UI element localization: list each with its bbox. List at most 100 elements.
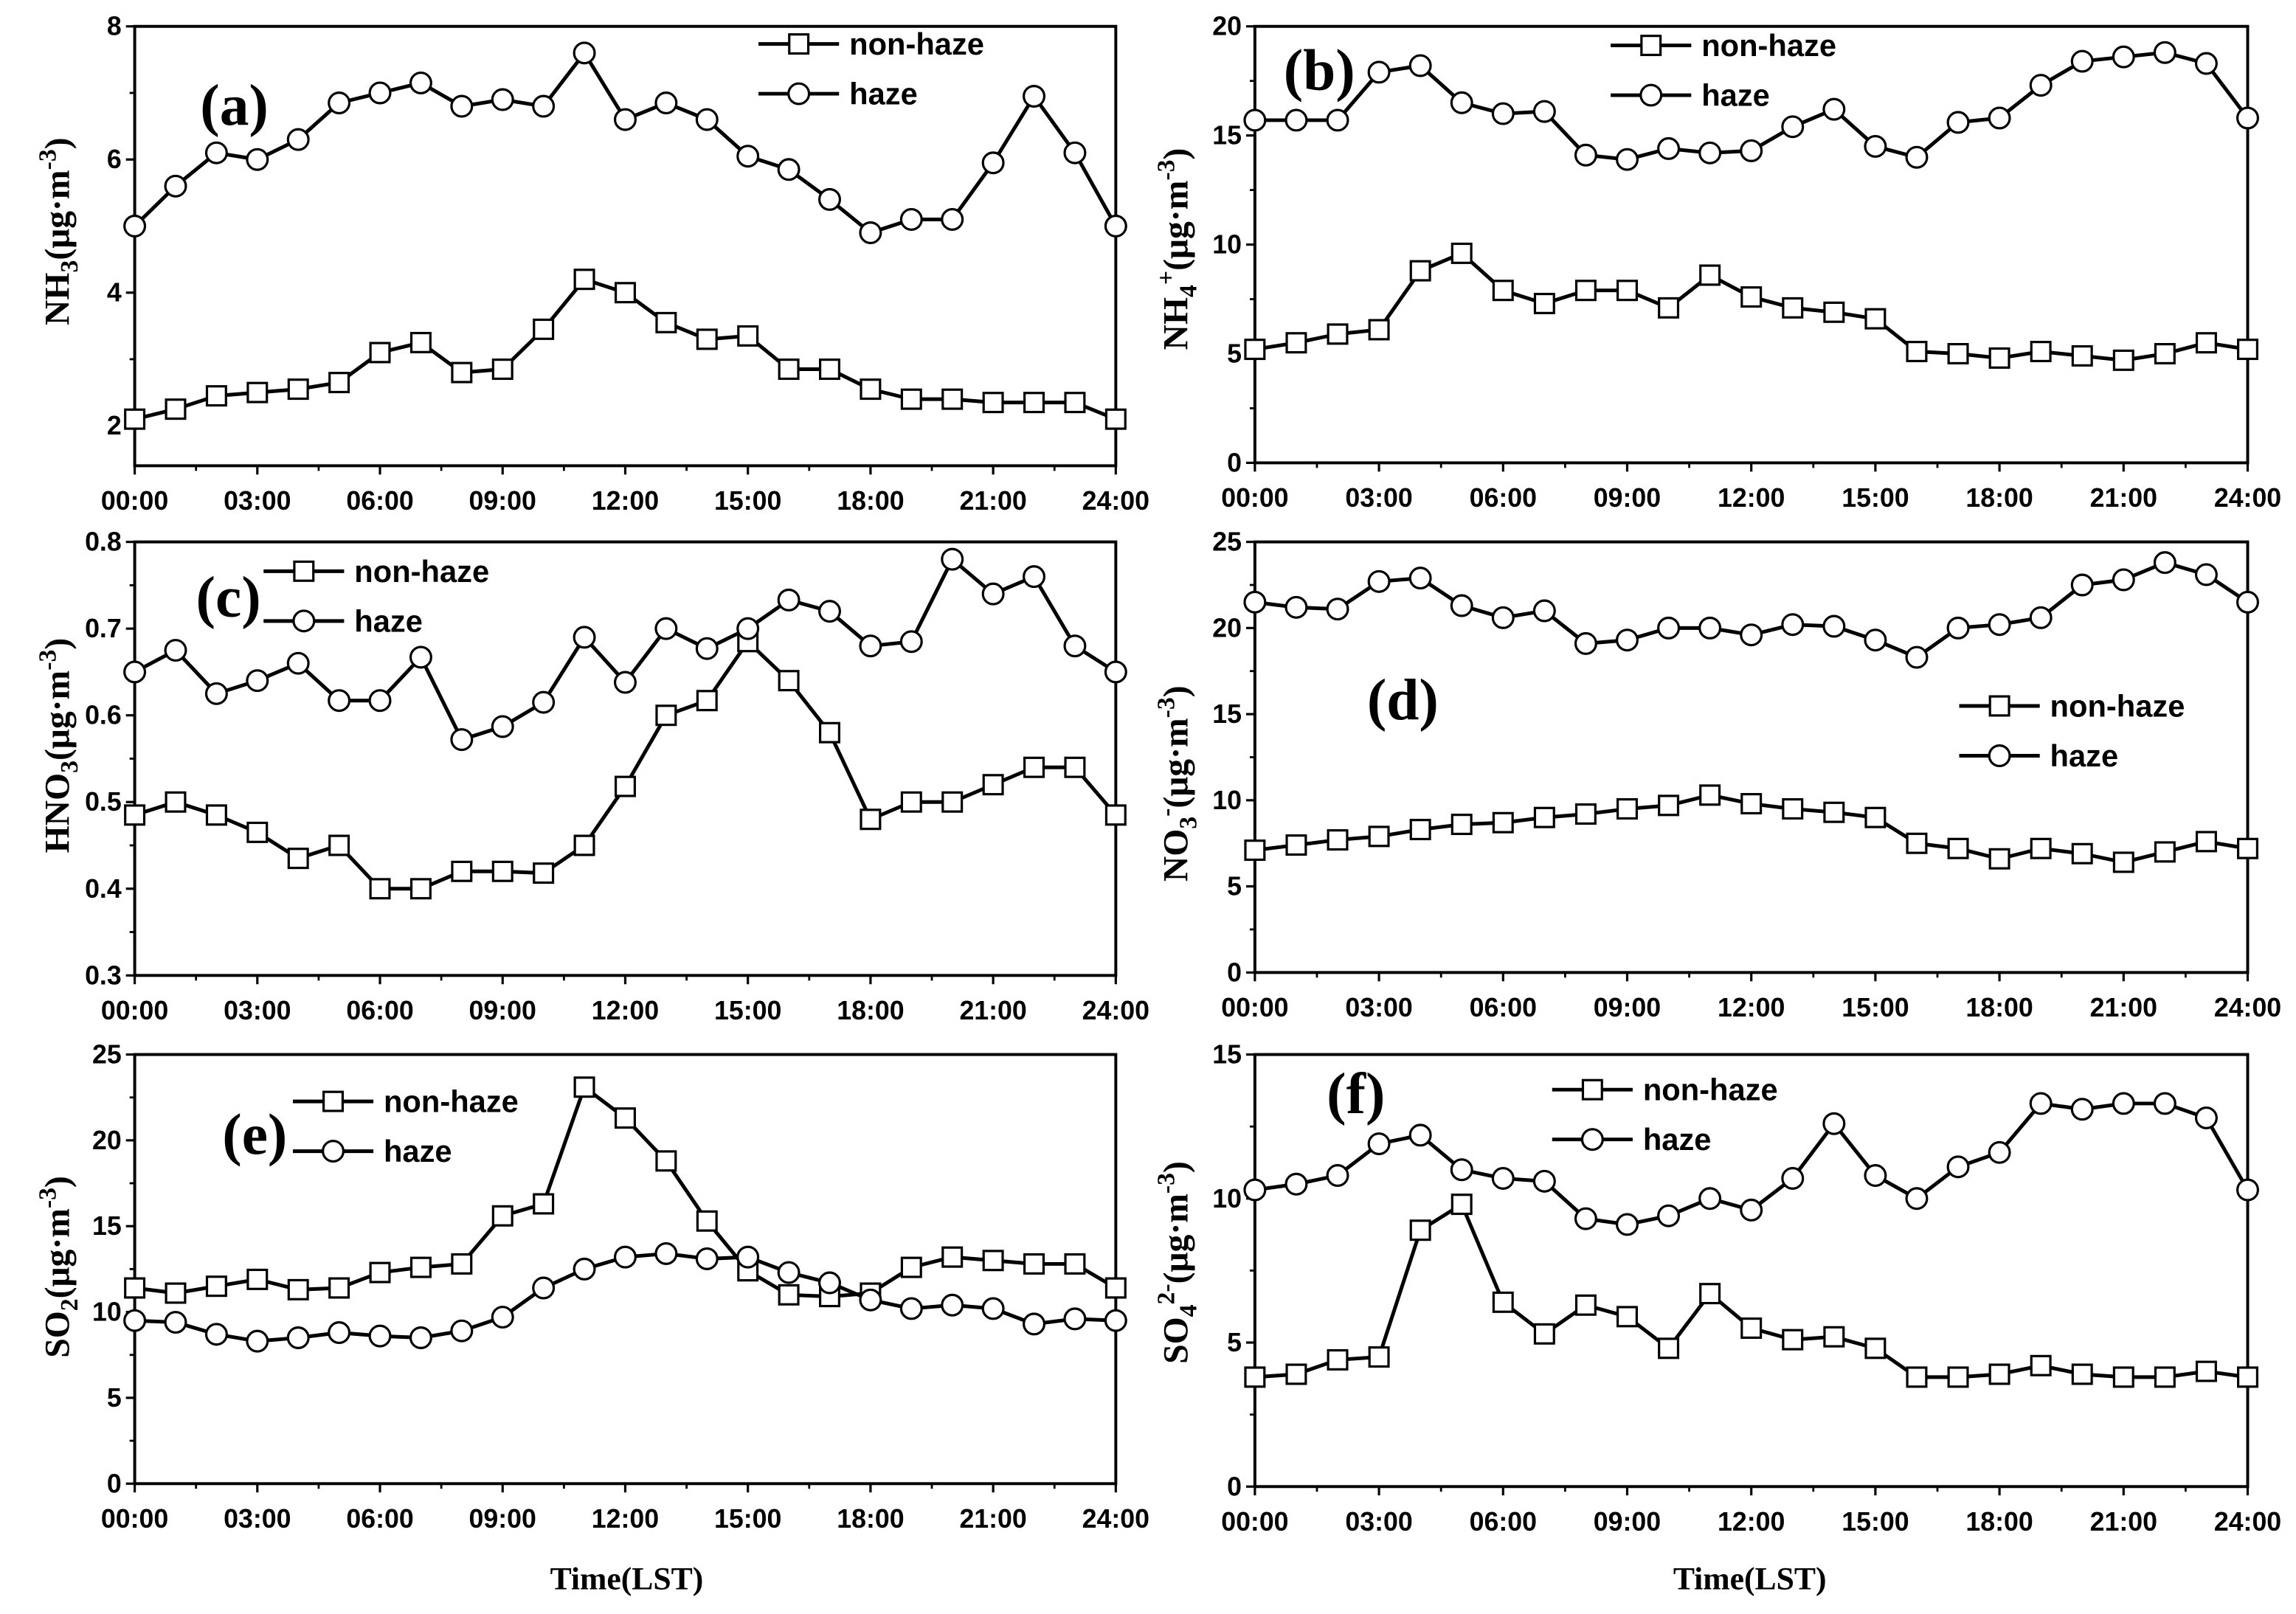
y-title-text: (μg·m	[1158, 181, 1196, 271]
non-haze-point	[328, 834, 350, 856]
x-tick-label: 00:00	[101, 486, 168, 516]
x-tick-label: 21:00	[2090, 993, 2157, 1022]
y-title-subscript: 4	[1175, 1304, 1203, 1317]
non-haze-point	[1104, 1277, 1127, 1299]
non-haze-point	[1988, 848, 2010, 870]
non-haze-point	[900, 388, 922, 410]
haze-point	[1698, 616, 1722, 640]
y-title-superscript: -3	[1153, 1173, 1180, 1194]
legend-entry-non-haze: non-haze	[263, 554, 489, 589]
haze-point	[1104, 660, 1127, 684]
y-axis: 2 4 6 8	[107, 12, 135, 440]
y-title-superscript: -3	[34, 1188, 61, 1208]
haze-point	[1864, 134, 1887, 158]
non-haze-point	[614, 282, 636, 304]
non-haze-point	[205, 804, 227, 826]
legend-entry-haze: haze	[1959, 738, 2119, 773]
haze-point	[1367, 569, 1391, 593]
haze-point	[409, 71, 432, 94]
haze-point	[1616, 148, 1639, 171]
y-tick-label: 20	[1212, 613, 1242, 643]
x-tick-label: 03:00	[224, 1504, 291, 1534]
haze-point	[450, 728, 474, 752]
non-haze-point	[1616, 280, 1638, 302]
non-haze-point	[1740, 286, 1763, 308]
legend-marker-square	[1640, 35, 1662, 57]
y-tick-label: 15	[1212, 1040, 1242, 1070]
non-haze-point	[1064, 1253, 1086, 1275]
x-tick-label: 09:00	[1594, 483, 1661, 513]
legend-label: non-haze	[849, 27, 984, 61]
y-tick-label: 0	[1227, 448, 1242, 477]
haze-point	[2112, 45, 2135, 69]
series-points-non-haze	[1244, 784, 2258, 873]
x-tick-label: 06:00	[346, 1504, 413, 1534]
non-haze-point	[778, 1284, 800, 1306]
legend-marker-circle	[292, 609, 316, 633]
y-title-subscript: 3	[56, 761, 83, 773]
y-title-subscript: 3	[56, 260, 83, 273]
x-tick-label: 12:00	[1718, 1507, 1785, 1537]
legend-label: haze	[2050, 738, 2119, 773]
x-tick-label: 24:00	[1082, 1504, 1149, 1534]
non-haze-point	[1947, 342, 1969, 364]
y-tick-label: 2	[107, 411, 122, 440]
x-tick-label: 00:00	[101, 996, 168, 1025]
haze-point	[941, 547, 964, 571]
y-title-text: )	[1158, 685, 1196, 697]
y-tick-label: 0	[107, 1469, 122, 1498]
non-haze-point	[860, 378, 882, 401]
x-tick-label: 24:00	[2214, 1507, 2281, 1537]
legend-label: non-haze	[384, 1084, 519, 1119]
y-tick-label: 0.5	[85, 787, 122, 817]
non-haze-point	[573, 269, 595, 291]
non-haze-point	[1658, 794, 1680, 817]
non-haze-point	[287, 848, 309, 870]
y-title-text: (μg·m	[38, 1208, 77, 1298]
haze-point	[2029, 74, 2053, 97]
y-title-text: )	[1158, 1161, 1196, 1173]
x-tick-label: 03:00	[1345, 1507, 1412, 1537]
haze-point	[573, 1257, 596, 1281]
haze-point	[1822, 614, 1846, 638]
y-axis: 0 5 10 15 20	[1212, 12, 1255, 477]
haze-point	[1698, 1187, 1722, 1210]
non-haze-point	[614, 1107, 636, 1129]
non-haze-point	[1906, 832, 1928, 854]
non-haze-point	[1450, 814, 1473, 836]
haze-point	[2029, 1092, 2053, 1115]
haze-point	[164, 639, 187, 662]
y-tick-label: 20	[1212, 12, 1242, 41]
non-haze-point	[205, 1275, 227, 1298]
x-tick-label: 09:00	[469, 486, 536, 516]
non-haze-point	[1574, 1294, 1597, 1316]
x-tick-label: 00:00	[1221, 483, 1288, 513]
x-tick-label: 03:00	[1345, 993, 1412, 1022]
x-tick-label: 15:00	[714, 486, 781, 516]
non-haze-point	[1023, 756, 1045, 778]
non-haze-point	[696, 690, 718, 712]
legend-marker-square	[788, 33, 810, 55]
non-haze-point	[737, 325, 759, 347]
y-axis-title: SO2(μg·m-3)	[34, 1176, 83, 1358]
non-haze-point	[2071, 1363, 2093, 1385]
haze-point	[981, 1297, 1005, 1320]
haze-point	[2070, 49, 2094, 73]
non-haze-point	[860, 808, 882, 831]
legend-marker-square	[293, 560, 315, 582]
y-title-text: )	[38, 137, 77, 149]
haze-point	[573, 626, 596, 649]
x-tick-label: 12:00	[1718, 993, 1785, 1022]
non-haze-point	[1699, 1283, 1721, 1305]
haze-point	[368, 689, 392, 713]
haze-point	[1657, 616, 1681, 640]
non-haze-point	[1658, 1337, 1680, 1360]
haze-point	[1326, 1164, 1349, 1188]
legend: non-haze haze	[758, 27, 984, 111]
x-tick-label: 06:00	[346, 996, 413, 1025]
x-tick-label: 21:00	[2090, 483, 2157, 513]
haze-point	[204, 1323, 228, 1346]
y-tick-label: 5	[1227, 1328, 1242, 1357]
non-haze-point	[1023, 1253, 1045, 1275]
non-haze-point	[369, 878, 391, 900]
